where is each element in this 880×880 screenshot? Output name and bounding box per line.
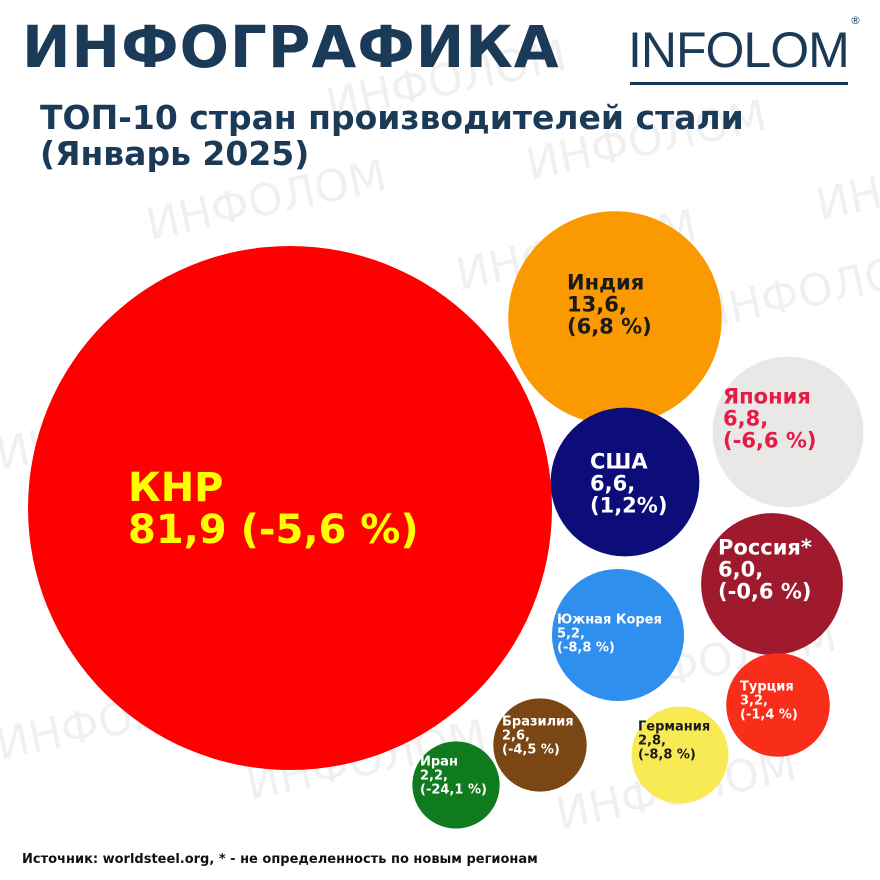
bubble-country-label: Бразилия	[502, 715, 574, 730]
bubble-circle	[412, 741, 500, 829]
page-title: ИНФОГРАФИКА	[22, 13, 560, 81]
chart-title-line1: ТОП-10 стран производителей стали	[40, 98, 744, 137]
bubble-circle	[550, 407, 700, 557]
registered-mark: ®	[850, 14, 861, 27]
bubble-change-label: (-0,6 %)	[718, 579, 811, 603]
bubble-value-label: 13,6,	[567, 292, 627, 316]
chart-title-line2: (Январь 2025)	[40, 134, 310, 173]
bubble-country-label: Япония	[723, 384, 811, 408]
bubble-change-label: (-24,1 %)	[420, 783, 487, 798]
bubble-change-label: (-1,4 %)	[740, 708, 798, 723]
bubble-change-label: 81,9 (-5,6 %)	[128, 507, 419, 553]
logo-underline	[630, 82, 848, 85]
bubble-country-label: Германия	[638, 720, 710, 735]
bubble-value-label: 2,2,	[420, 769, 448, 784]
infolom-logo: INFOLOM ®	[628, 14, 861, 85]
bubble-circle	[28, 246, 552, 770]
bubble-circle	[493, 698, 587, 792]
bubble-circle	[551, 568, 685, 702]
bubble-circle	[726, 653, 830, 757]
bubble-value-label: 6,0,	[718, 557, 763, 581]
bubble-circle	[631, 706, 729, 804]
bubble-change-label: (-6,6 %)	[723, 428, 816, 452]
logo-text: INFOLOM	[628, 22, 850, 78]
bubble-country-label: Иран	[420, 755, 458, 770]
bubble-value-label: 6,6,	[590, 471, 635, 495]
bubble-value-label: 3,2,	[740, 694, 768, 709]
bubble-4: Россия*6,0,(-0,6 %)	[701, 513, 843, 655]
bubble-country-label: США	[590, 449, 648, 473]
bubble-country-label: КНР	[128, 465, 224, 511]
bubble-country-label: Южная Корея	[557, 613, 662, 628]
bubble-circle	[508, 211, 722, 425]
bubble-value-label: 2,6,	[502, 729, 530, 744]
bubble-change-label: (-8,8 %)	[557, 641, 615, 656]
chart-title: ТОП-10 стран производителей стали (Январ…	[40, 100, 800, 172]
bubble-circle	[701, 513, 843, 655]
bubble-country-label: Индия	[567, 270, 644, 294]
bubble-change-label: (-8,8 %)	[638, 748, 696, 763]
bubble-circle	[712, 356, 864, 508]
bubble-value-label: 5,2,	[557, 627, 585, 642]
bubble-change-label: (1,2%)	[590, 493, 667, 517]
bubble-value-label: 6,8,	[723, 406, 768, 430]
bubble-value-label: 2,8,	[638, 734, 666, 749]
bubble-country-label: Россия*	[718, 535, 812, 559]
source-footnote: Источник: worldsteel.org, * - не определ…	[22, 852, 538, 867]
bubble-country-label: Турция	[740, 680, 794, 695]
bubble-change-label: (-4,5 %)	[502, 743, 560, 758]
bubble-change-label: (6,8 %)	[567, 314, 652, 338]
watermark-text: ИНФОЛОМ	[812, 130, 880, 231]
